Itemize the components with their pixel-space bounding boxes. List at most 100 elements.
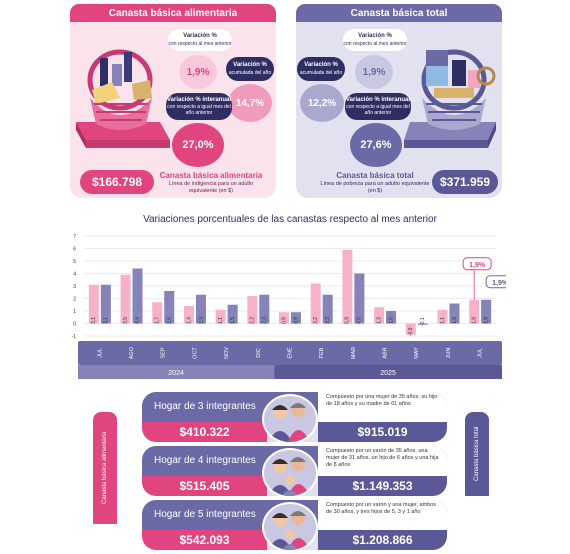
- data-label: -0,1: [420, 317, 426, 326]
- bar: [405, 323, 416, 335]
- hogar-card: Hogar de 3 integrantes $410.322 $915.019…: [142, 392, 447, 444]
- hogar-title: Hogar de 5 integrantes: [154, 509, 256, 520]
- hogar-description: Compuesto por un varón y una mujer, ambo…: [326, 502, 437, 515]
- month-label: SEP: [161, 347, 167, 358]
- bar: [227, 304, 238, 324]
- alimentaria-var-acumulada-pill: Variación % acumulada del año: [226, 57, 274, 81]
- total-var-mensual-pill: Variación % con respecto al mes anterior: [343, 29, 407, 51]
- data-label: 3,2: [313, 317, 319, 324]
- family-avatar-icon: [262, 502, 318, 552]
- y-tick-label: 1: [73, 309, 76, 315]
- hogar-cbt-price: $1.208.866: [352, 533, 413, 547]
- total-var-interanual-pill: Variación % interanual con respecto a ig…: [345, 93, 411, 120]
- data-label: 1,9: [483, 317, 489, 324]
- bar: [215, 309, 226, 324]
- alimentaria-var-acumulada-sub: acumulada del año: [228, 69, 272, 76]
- total-var-mensual-sub: con respecto al mes anterior: [343, 40, 407, 47]
- hogar-cba-box: [142, 476, 267, 496]
- month-label: MAR: [351, 347, 357, 359]
- hogar-cbt-box: [318, 530, 447, 550]
- total-var-acumulada-pill: Variación % acumulada del año: [297, 57, 345, 81]
- bar: [417, 323, 428, 325]
- data-label: 1,6: [452, 317, 458, 324]
- month-label: JUN: [446, 348, 452, 359]
- bar: [279, 312, 289, 324]
- hogar-title: Hogar de 4 integrantes: [154, 455, 256, 466]
- month-label: AGO: [129, 346, 135, 359]
- total-header: Canasta básica total: [296, 4, 502, 22]
- alimentaria-var-mensual-title: Variación %: [183, 33, 217, 40]
- total-var-acumulada-sub: acumulada del año: [299, 69, 343, 76]
- hogar-desc-panel: [318, 446, 447, 476]
- sidebar-right-label: Canasta básica total: [474, 426, 480, 482]
- hogar-description: Compuesto por un varón de 35 años, una m…: [326, 448, 439, 468]
- y-tick-label: 0: [73, 322, 76, 328]
- bar: [374, 307, 385, 324]
- y-tick-label: 6: [73, 247, 76, 253]
- data-label: 0,9: [281, 317, 287, 324]
- alimentaria-header: Canasta básica alimentaria: [70, 4, 276, 22]
- callout-alimentaria-label: 1,9%: [469, 262, 486, 269]
- hogar-cba-box: [142, 422, 267, 442]
- hogar-cba-price: $542.093: [179, 533, 230, 547]
- hogar-card: Hogar de 5 integrantes $542.093 $1.208.8…: [142, 500, 447, 552]
- hogar-desc-panel: [318, 392, 447, 422]
- hogar-cbt-box: [318, 476, 447, 496]
- y-tick-label: 4: [73, 272, 76, 278]
- total-var-interanual-title: Variación % interanual: [345, 96, 411, 103]
- bar: [469, 299, 480, 324]
- data-label: 2,2: [250, 317, 256, 324]
- data-label: 1,7: [155, 317, 161, 324]
- hogar-cba-price: $515.405: [179, 479, 230, 493]
- bar: [437, 309, 448, 324]
- data-label: 3,9: [123, 317, 129, 324]
- total-var-interanual-sub: con respecto a igual mes del año anterio…: [346, 104, 410, 117]
- alimentaria-caption: Canasta básica alimentaria Línea de indi…: [156, 171, 266, 195]
- bar: [481, 299, 492, 324]
- alimentaria-var-mensual-pill: Variación % con respecto al mes anterior: [168, 29, 232, 51]
- alimentaria-var-acumulada-value: 14,7%: [228, 84, 272, 122]
- data-label: 1,3: [376, 317, 382, 324]
- data-label: 4,4: [135, 317, 141, 324]
- month-band: [78, 341, 502, 365]
- alimentaria-price: $166.798: [80, 170, 154, 194]
- bar: [291, 312, 301, 324]
- callout-total-label: 1,9%: [492, 280, 506, 287]
- bar: [152, 302, 163, 324]
- hogar-cbt-price: $915.019: [357, 425, 408, 439]
- data-label: 1,1: [440, 317, 446, 324]
- data-label: 1,0: [388, 317, 394, 324]
- total-var-mensual-value: 1,9%: [355, 55, 393, 89]
- bar: [449, 303, 460, 324]
- year-band: [78, 365, 275, 379]
- month-label: OCT: [192, 347, 198, 359]
- data-label: 3,1: [103, 317, 109, 324]
- total-var-acumulada-value: 12,2%: [300, 84, 344, 122]
- total-caption-title: Canasta básica total: [336, 171, 414, 180]
- sidebar-left-label: Canasta básica alimentaria: [102, 431, 108, 505]
- data-label: 5,9: [345, 317, 351, 324]
- alimentaria-var-interanual-sub: con respecto a igual mes del año anterio…: [167, 104, 231, 117]
- total-var-interanual-value: 27,6%: [350, 123, 402, 167]
- total-caption-sub: Línea de pobreza para un adulto equivale…: [320, 181, 430, 194]
- variations-bar-chart: 7 6 5 4 3 2 1 0 -1 3,1 3,9 1,7 1,4 1,1 2,2 0,9 3,2 5,9 1,3…: [72, 234, 506, 379]
- month-label: JUL: [97, 348, 103, 358]
- data-label: 2,3: [262, 317, 268, 324]
- month-label: MAY: [414, 347, 420, 359]
- month-label: JUL: [478, 348, 484, 358]
- sidebar-left: Canasta básica alimentaria: [93, 412, 117, 524]
- bar: [164, 291, 175, 324]
- alimentaria-caption-sub: Línea de indigencia para un adulto equiv…: [168, 181, 254, 194]
- data-label: -0,9: [408, 327, 414, 336]
- hogar-card: Hogar de 4 integrantes $515.405 $1.149.3…: [142, 446, 447, 498]
- month-label: FEB: [319, 347, 325, 358]
- data-label: 4,0: [357, 317, 363, 324]
- alimentaria-var-mensual-value: 1,9%: [179, 55, 217, 89]
- bar: [322, 294, 333, 324]
- bar: [247, 296, 258, 324]
- sidebar-right: Canasta básica total: [465, 412, 489, 496]
- hogar-desc-panel: [318, 500, 447, 530]
- hogar-description: Compuesto por una mujer de 35 años, su h…: [326, 394, 438, 407]
- bar: [88, 284, 99, 324]
- bar: [310, 283, 321, 324]
